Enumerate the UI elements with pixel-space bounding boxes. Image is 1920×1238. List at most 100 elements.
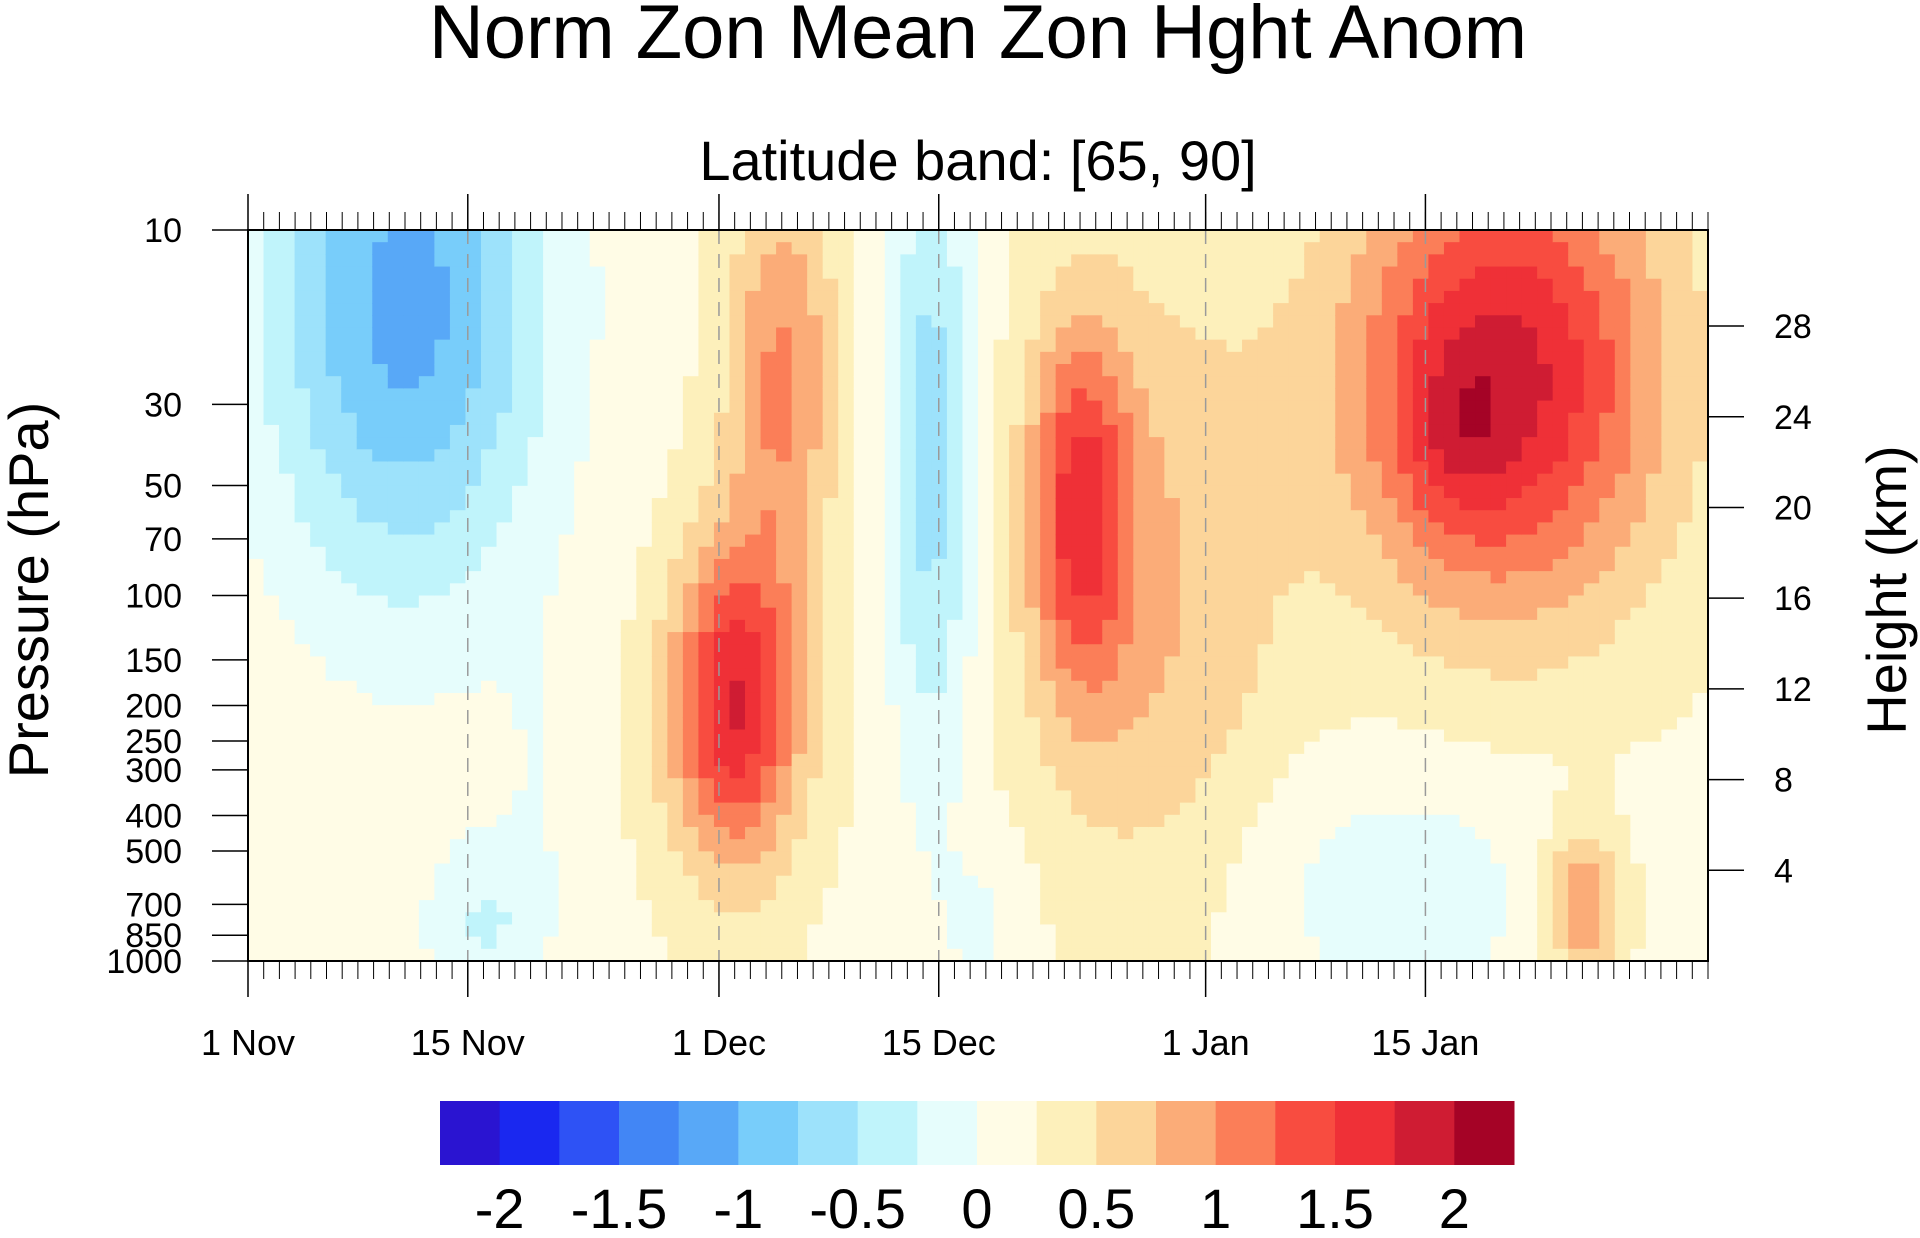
field-cell <box>1350 449 1367 463</box>
field-cell <box>387 595 404 609</box>
field-cell <box>1459 668 1476 682</box>
field-cell <box>279 717 296 731</box>
field-cell <box>1506 644 1523 658</box>
field-cell <box>1009 851 1026 865</box>
field-cell <box>1195 741 1212 755</box>
field-cell <box>946 778 964 792</box>
field-cell <box>1381 364 1398 377</box>
field-cell <box>1210 778 1228 792</box>
field-cell <box>1242 632 1259 645</box>
field-cell <box>776 729 793 743</box>
field-cell <box>1133 388 1150 402</box>
field-cell <box>1210 388 1228 402</box>
field-cell <box>558 826 575 840</box>
field-cell <box>605 364 622 377</box>
field-cell <box>1257 546 1274 560</box>
field-cell <box>698 558 715 572</box>
field-cell <box>527 656 544 670</box>
field-cell <box>1164 583 1181 597</box>
field-cell <box>387 254 404 268</box>
field-cell <box>356 485 373 499</box>
field-cell <box>543 887 560 901</box>
field-cell <box>884 290 901 304</box>
field-cell <box>403 619 420 633</box>
field-cell <box>543 826 560 840</box>
field-cell <box>869 924 886 938</box>
field-cell <box>1335 339 1352 353</box>
field-cell <box>1242 242 1259 255</box>
field-cell <box>1397 863 1414 877</box>
field-cell <box>1475 619 1492 633</box>
field-cell <box>356 814 373 828</box>
field-cell <box>713 424 731 438</box>
field-cell <box>512 303 529 316</box>
field-cell <box>993 948 1010 962</box>
field-cell <box>682 936 700 950</box>
field-cell <box>589 461 606 475</box>
field-cell <box>1366 546 1383 560</box>
field-cell <box>403 705 420 718</box>
field-cell <box>1412 522 1430 536</box>
field-cell <box>1459 449 1476 463</box>
chart-title: Norm Zon Mean Zon Hght Anom <box>429 0 1527 75</box>
field-cell <box>1288 498 1305 511</box>
field-cell <box>387 607 404 621</box>
field-cell <box>1288 473 1305 487</box>
field-cell <box>465 900 482 913</box>
field-cell <box>838 485 855 499</box>
field-cell <box>356 388 373 402</box>
field-cell <box>822 766 839 779</box>
field-cell <box>543 534 560 548</box>
field-cell <box>341 766 358 779</box>
field-cell <box>651 948 668 962</box>
field-cell <box>1475 875 1492 889</box>
field-cell <box>838 254 855 268</box>
field-cell <box>1475 242 1492 255</box>
field-cell <box>1521 753 1538 767</box>
field-cell <box>667 839 684 852</box>
field-cell <box>884 900 901 913</box>
field-cell <box>838 936 855 950</box>
field-cell <box>760 887 777 901</box>
field-cell <box>651 826 668 840</box>
field-cell <box>279 729 296 743</box>
field-cell <box>1475 376 1492 389</box>
field-cell <box>807 790 824 804</box>
field-cell <box>248 595 265 609</box>
field-cell <box>698 887 715 901</box>
field-cell <box>418 705 435 718</box>
field-cell <box>900 656 917 670</box>
field-cell <box>1117 766 1134 779</box>
field-cell <box>372 534 389 548</box>
field-cell <box>1102 412 1119 426</box>
field-cell <box>496 449 513 463</box>
field-cell <box>1366 522 1383 536</box>
field-cell <box>1086 924 1103 938</box>
field-cell <box>325 558 342 572</box>
field-cell <box>776 826 793 840</box>
field-cell <box>698 924 715 938</box>
field-cell <box>512 912 529 926</box>
field-cell <box>760 242 777 255</box>
field-cell <box>1195 498 1212 511</box>
field-cell <box>1102 522 1119 536</box>
field-cell <box>978 741 995 755</box>
field-cell <box>372 558 389 572</box>
field-cell <box>853 741 870 755</box>
field-cell <box>682 656 700 670</box>
field-cell <box>294 680 311 694</box>
field-cell <box>1086 473 1103 487</box>
field-cell <box>1506 424 1523 438</box>
field-cell <box>1009 632 1026 645</box>
field-cell <box>1071 802 1088 816</box>
field-cell <box>1086 766 1103 779</box>
field-cell <box>667 388 684 402</box>
field-cell <box>1443 583 1461 597</box>
field-cell <box>1366 680 1383 694</box>
field-cell <box>1490 887 1507 901</box>
field-cell <box>1397 851 1414 865</box>
field-cell <box>1195 729 1212 743</box>
field-cell <box>1381 766 1398 779</box>
field-cell <box>1397 632 1414 645</box>
field-cell <box>1459 814 1476 828</box>
